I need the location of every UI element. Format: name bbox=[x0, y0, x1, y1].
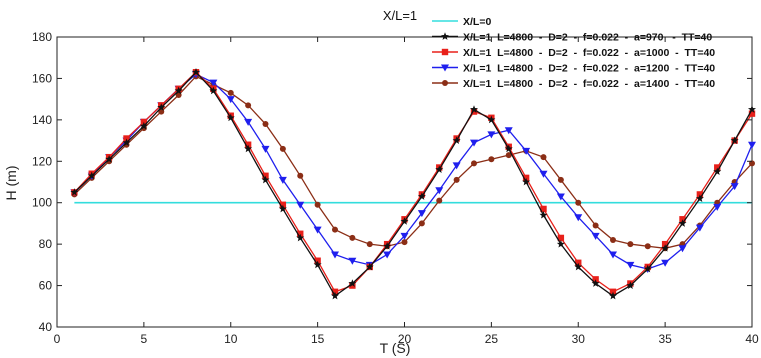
data-point bbox=[367, 241, 373, 247]
y-tick-label: 180 bbox=[32, 30, 52, 44]
data-point bbox=[349, 235, 355, 241]
x-tick-label: 5 bbox=[141, 332, 148, 346]
legend-label: X/L=1 L=4800 - D=2 - f=0.022 - a=1000 - … bbox=[463, 47, 715, 59]
x-tick-label: 0 bbox=[54, 332, 61, 346]
legend-label: X/L=1 L=4800 - D=2 - f=0.022 - a=970 - T… bbox=[463, 32, 712, 44]
x-tick-label: 25 bbox=[485, 332, 499, 346]
legend-marker bbox=[442, 49, 448, 55]
legend-marker bbox=[442, 80, 448, 86]
y-tick-label: 60 bbox=[39, 279, 53, 293]
legend-label: X/L=1 L=4800 - D=2 - f=0.022 - a=1200 - … bbox=[463, 63, 715, 75]
legend-item: X/L=1 L=4800 - D=2 - f=0.022 - a=1400 - … bbox=[432, 78, 715, 90]
data-point bbox=[627, 241, 633, 247]
data-point bbox=[332, 227, 338, 233]
data-point bbox=[436, 198, 442, 204]
y-axis-label: H (m) bbox=[3, 166, 19, 201]
data-point bbox=[263, 121, 269, 127]
y-tick-label: 160 bbox=[32, 71, 52, 85]
data-point bbox=[228, 90, 234, 96]
legend-item: X/L=1 L=4800 - D=2 - f=0.022 - a=970 - T… bbox=[432, 32, 712, 44]
legend-item: X/L=0 bbox=[432, 16, 491, 28]
data-point bbox=[315, 202, 321, 208]
data-point bbox=[280, 146, 286, 152]
y-tick-label: 100 bbox=[32, 196, 52, 210]
y-tick-label: 40 bbox=[39, 320, 53, 334]
data-point bbox=[402, 239, 408, 245]
data-point bbox=[575, 200, 581, 206]
legend-label: X/L=0 bbox=[463, 16, 491, 28]
x-tick-label: 40 bbox=[745, 332, 759, 346]
data-point bbox=[593, 223, 599, 229]
data-point bbox=[488, 156, 494, 162]
legend-item: X/L=1 L=4800 - D=2 - f=0.022 - a=1000 - … bbox=[432, 47, 715, 59]
data-point bbox=[645, 243, 651, 249]
y-tick-label: 80 bbox=[39, 237, 53, 251]
legend: X/L=0 X/L=1 L=4800 - D=2 - f=0.022 - a=97… bbox=[432, 16, 715, 90]
data-point bbox=[610, 237, 616, 243]
y-tick-label: 140 bbox=[32, 113, 52, 127]
x-tick-label: 10 bbox=[224, 332, 238, 346]
data-point bbox=[419, 220, 425, 226]
y-tick-label: 120 bbox=[32, 154, 52, 168]
legend-label: X/L=1 L=4800 - D=2 - f=0.022 - a=1400 - … bbox=[463, 78, 715, 90]
data-point bbox=[558, 177, 564, 183]
data-point bbox=[297, 173, 303, 179]
x-tick-label: 35 bbox=[658, 332, 672, 346]
data-point bbox=[541, 154, 547, 160]
x-tick-label: 15 bbox=[311, 332, 325, 346]
data-point bbox=[471, 160, 477, 166]
data-point bbox=[454, 177, 460, 183]
x-tick-label: 30 bbox=[572, 332, 586, 346]
x-axis-label: T (S) bbox=[380, 340, 411, 356]
data-point bbox=[245, 102, 251, 108]
legend-item: X/L=1 L=4800 - D=2 - f=0.022 - a=1200 - … bbox=[432, 63, 715, 75]
chart-title: X/L=1 bbox=[383, 8, 417, 23]
